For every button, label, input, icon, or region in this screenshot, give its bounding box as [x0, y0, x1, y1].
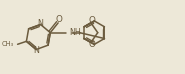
Text: NH: NH	[69, 28, 81, 37]
Text: O: O	[88, 40, 95, 49]
Text: N: N	[38, 19, 43, 28]
Text: O: O	[56, 15, 63, 24]
Text: CH₃: CH₃	[1, 41, 14, 47]
Text: N: N	[33, 46, 39, 55]
Text: O: O	[88, 16, 95, 25]
